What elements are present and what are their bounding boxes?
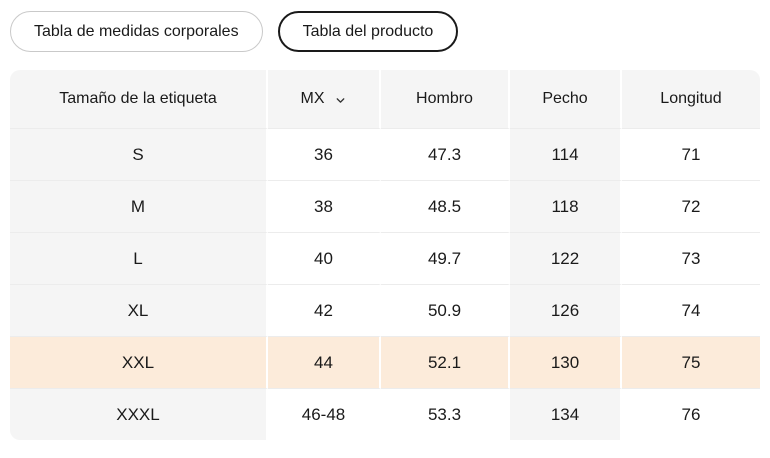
measurement-cell: 36: [268, 128, 381, 180]
size-label-cell: XXXL: [10, 388, 268, 440]
measurement-cell: 73: [622, 232, 760, 284]
measurement-cell: 72: [622, 180, 760, 232]
table-row: S 36 47.3 114 71: [10, 128, 760, 180]
tab-product-measurements[interactable]: Tabla del producto: [277, 11, 459, 52]
measurement-cell: 42: [268, 284, 381, 336]
unit-selector-dropdown[interactable]: MX: [268, 70, 381, 128]
measurement-cell: 126: [510, 284, 622, 336]
measurement-cell: 47.3: [381, 128, 510, 180]
measurement-cell: 130: [510, 336, 622, 388]
measurement-cell: 48.5: [381, 180, 510, 232]
column-header-length: Longitud: [622, 70, 760, 128]
size-label-cell: S: [10, 128, 268, 180]
column-header-shoulder: Hombro: [381, 70, 510, 128]
column-header-chest: Pecho: [510, 70, 622, 128]
table-row: XL 42 50.9 126 74: [10, 284, 760, 336]
table-row: L 40 49.7 122 73: [10, 232, 760, 284]
measurement-cell: 49.7: [381, 232, 510, 284]
table-row: M 38 48.5 118 72: [10, 180, 760, 232]
measurement-cell: 44: [268, 336, 381, 388]
measurement-cell: 38: [268, 180, 381, 232]
measurement-cell: 71: [622, 128, 760, 180]
measurement-cell: 53.3: [381, 388, 510, 440]
measurement-cell: 122: [510, 232, 622, 284]
size-label-cell: L: [10, 232, 268, 284]
measurement-cell: 76: [622, 388, 760, 440]
size-table: Tamaño de la etiqueta MX Hombro Pecho Lo…: [10, 70, 760, 440]
column-header-size-label: Tamaño de la etiqueta: [10, 70, 268, 128]
size-chart-tabs: Tabla de medidas corporales Tabla del pr…: [10, 11, 760, 52]
measurement-cell: 134: [510, 388, 622, 440]
size-chart-panel: Tabla de medidas corporales Tabla del pr…: [10, 11, 760, 440]
size-label-cell: M: [10, 180, 268, 232]
table-row-highlighted: XXL 44 52.1 130 75: [10, 336, 760, 388]
measurement-cell: 114: [510, 128, 622, 180]
table-body: S 36 47.3 114 71 M 38 48.5 118 72 L 40 49.7 122 73 XL 42…: [10, 128, 760, 440]
measurement-cell: 75: [622, 336, 760, 388]
chevron-down-icon: [334, 94, 347, 107]
table-row: XXXL 46-48 53.3 134 76: [10, 388, 760, 440]
table-header-row: Tamaño de la etiqueta MX Hombro Pecho Lo…: [10, 70, 760, 128]
size-label-cell: XXL: [10, 336, 268, 388]
measurement-cell: 40: [268, 232, 381, 284]
measurement-cell: 50.9: [381, 284, 510, 336]
measurement-cell: 52.1: [381, 336, 510, 388]
measurement-cell: 74: [622, 284, 760, 336]
unit-selector-value: MX: [300, 90, 325, 107]
tab-body-measurements[interactable]: Tabla de medidas corporales: [10, 11, 263, 52]
measurement-cell: 46-48: [268, 388, 381, 440]
size-label-cell: XL: [10, 284, 268, 336]
measurement-cell: 118: [510, 180, 622, 232]
